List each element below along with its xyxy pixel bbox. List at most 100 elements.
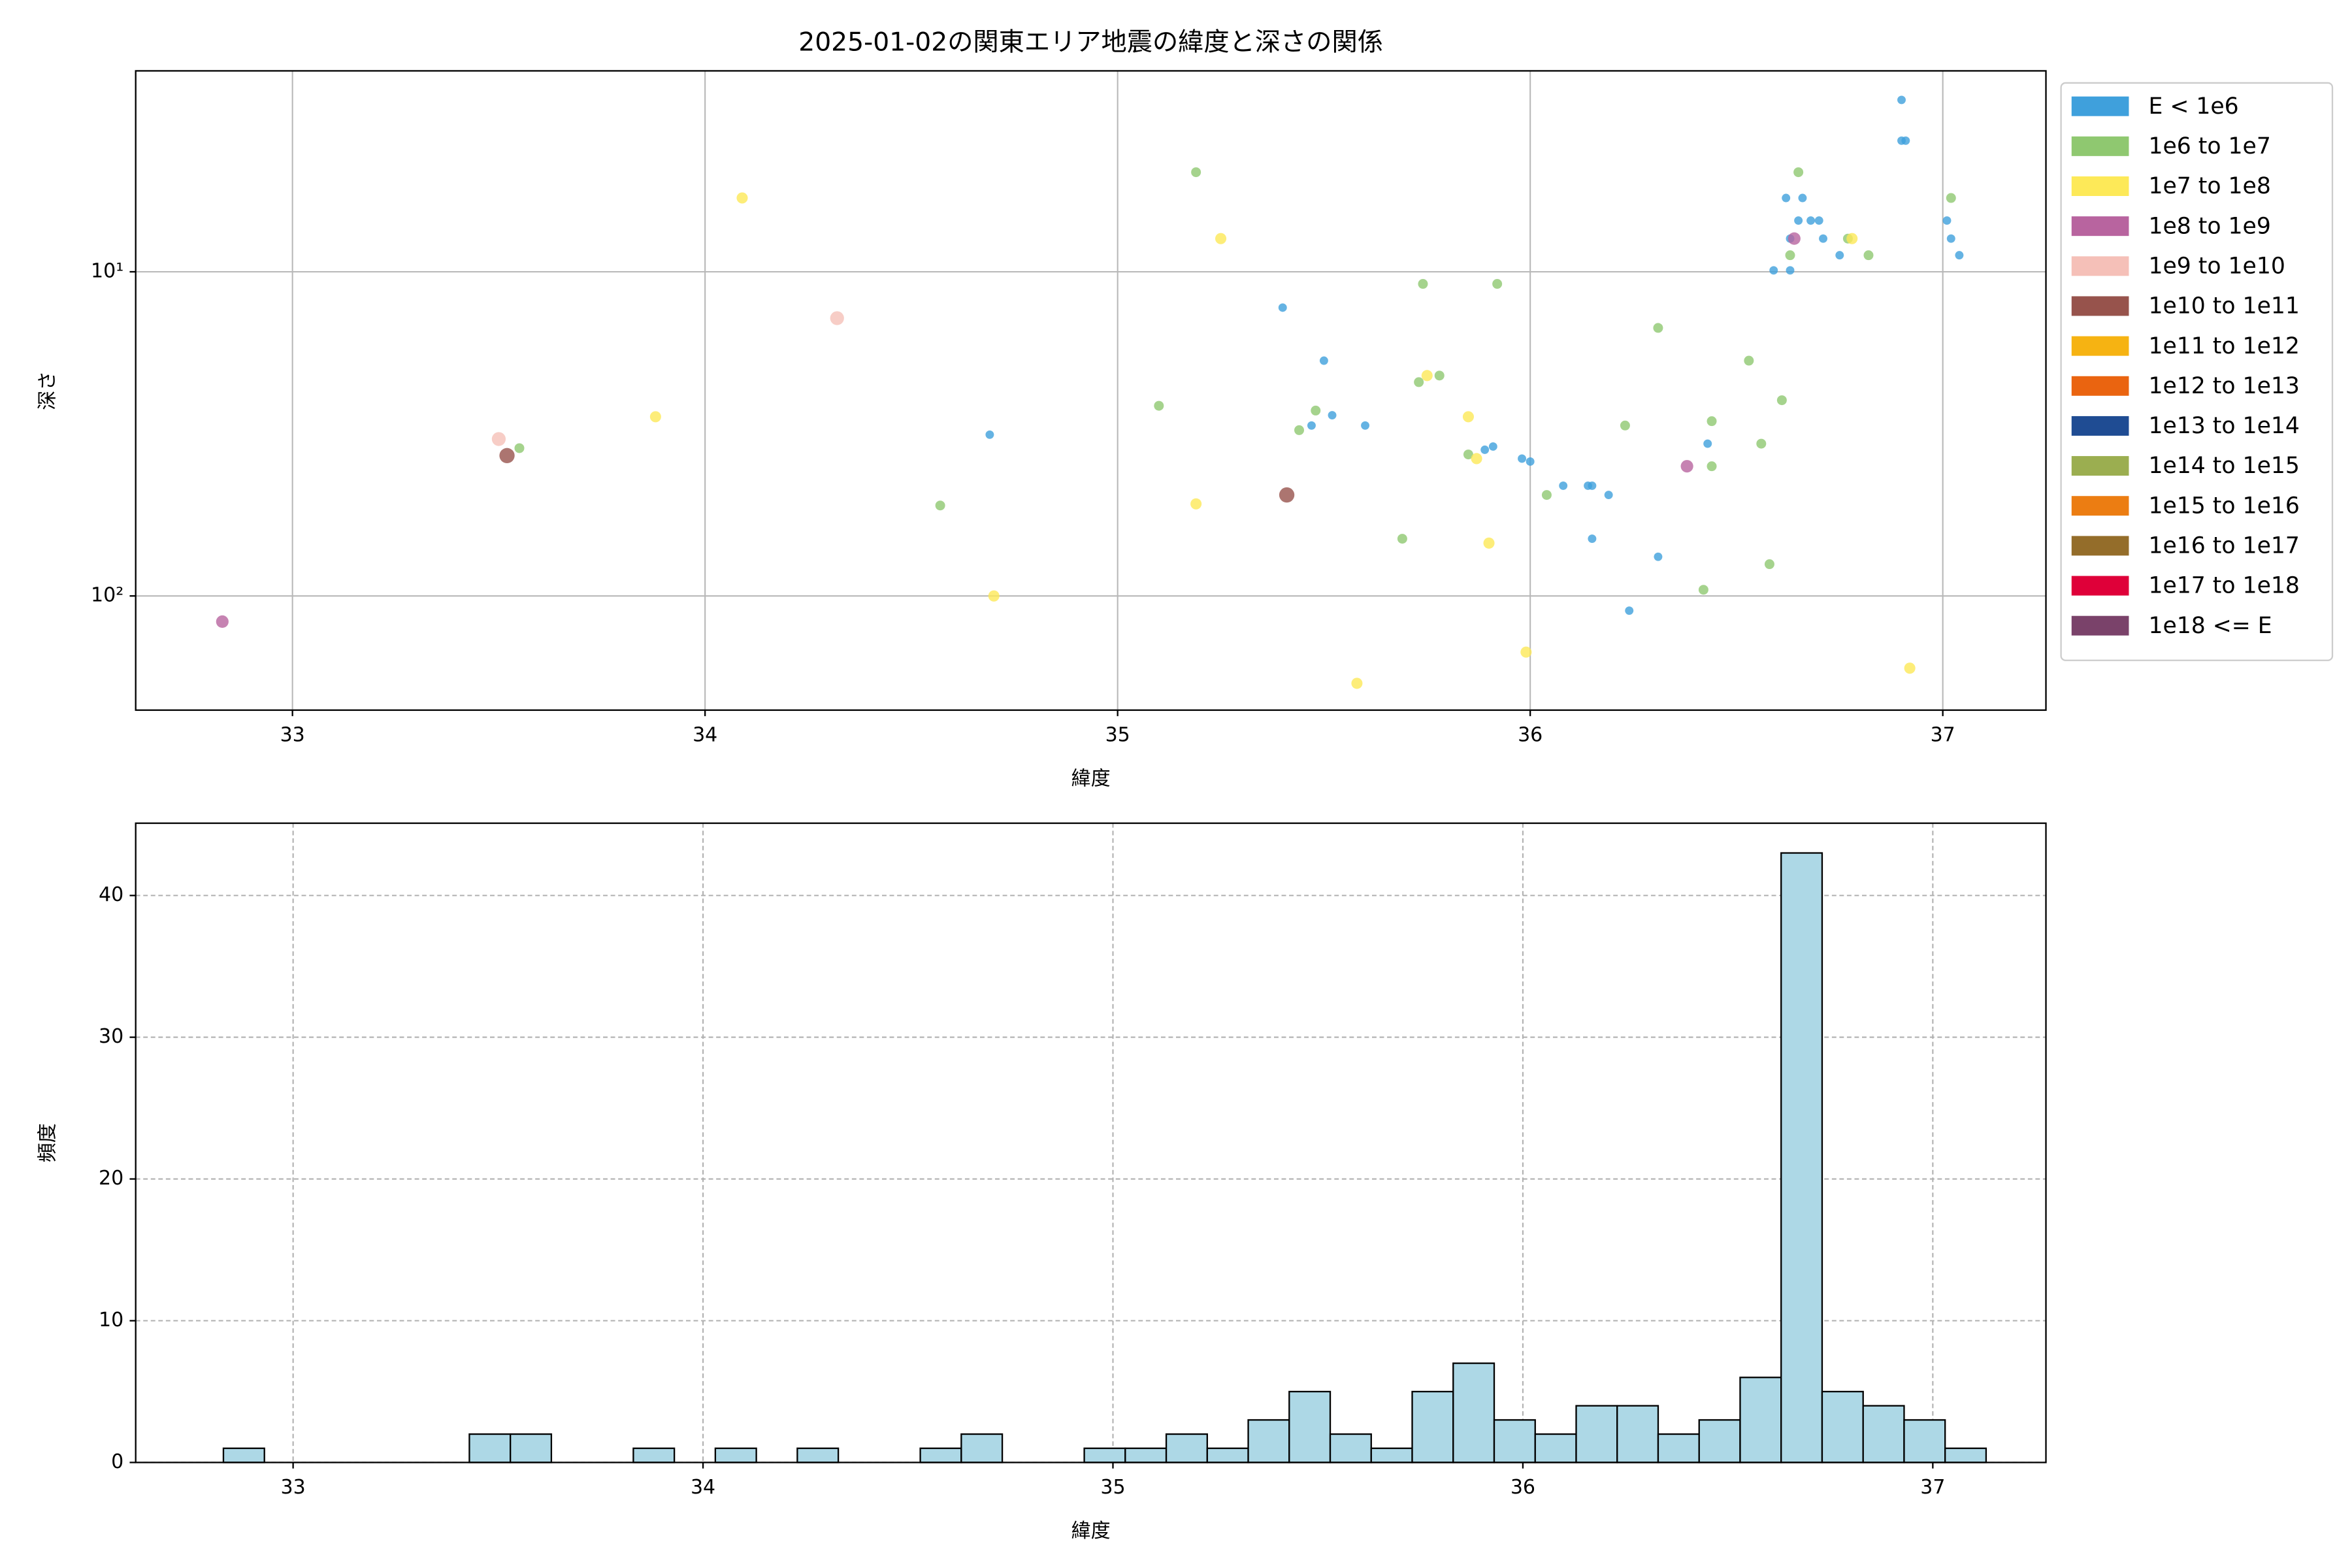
legend-swatch	[2071, 96, 2129, 116]
legend-swatch	[2071, 376, 2129, 396]
data-point	[1698, 585, 1708, 595]
data-point	[491, 432, 506, 446]
y-tick-label: 20	[99, 1167, 123, 1190]
legend-label: 1e6 to 1e7	[2148, 133, 2270, 159]
legend-label: 1e9 to 1e10	[2148, 253, 2285, 279]
data-point	[1463, 449, 1473, 460]
data-point	[1434, 370, 1445, 381]
histogram-bar	[222, 1447, 265, 1463]
data-point	[649, 411, 661, 423]
data-point	[1786, 266, 1795, 275]
x-tick-label: 33	[281, 1476, 306, 1499]
histogram-bar	[714, 1447, 757, 1463]
data-point	[1785, 250, 1795, 261]
legend-label: 1e8 to 1e9	[2148, 213, 2270, 239]
plot-frame	[135, 70, 2047, 711]
histogram-bar	[1411, 1390, 1454, 1463]
data-point	[1863, 250, 1874, 261]
data-point	[1904, 662, 1916, 674]
y-tick-label: 10	[99, 1309, 123, 1331]
data-point	[1769, 266, 1778, 275]
data-point	[1518, 454, 1526, 463]
histogram-bar	[960, 1433, 1004, 1463]
histogram-bar	[796, 1447, 840, 1463]
x-tick-label: 37	[1931, 724, 1955, 747]
data-point	[1846, 233, 1858, 244]
data-point	[1703, 439, 1712, 448]
data-point	[1744, 355, 1754, 366]
data-point	[1319, 356, 1328, 365]
x-tick-label: 34	[691, 1476, 715, 1499]
histogram-bar	[1329, 1433, 1372, 1463]
data-point	[1191, 167, 1201, 178]
data-point	[216, 615, 229, 629]
histogram-bar	[1247, 1419, 1290, 1463]
data-point	[1483, 537, 1495, 549]
data-point	[1707, 416, 1717, 427]
data-point	[1215, 233, 1227, 244]
data-point	[985, 430, 994, 439]
y-tick-label: 0	[111, 1450, 123, 1473]
x-tick-label: 35	[1105, 724, 1130, 747]
y-tick-label: 10²	[91, 584, 123, 607]
legend-swatch	[2071, 496, 2129, 516]
histogram-bar	[1739, 1377, 1782, 1463]
data-point	[1604, 491, 1613, 500]
legend-label: 1e17 to 1e18	[2148, 573, 2299, 599]
data-point	[1414, 377, 1424, 387]
data-point	[1421, 370, 1433, 382]
data-point	[1653, 323, 1663, 333]
plot-frame	[135, 822, 2047, 1463]
histogram-bar	[1124, 1447, 1168, 1463]
y-axis-label: 深さ	[36, 371, 59, 410]
data-point	[1946, 193, 1956, 203]
histogram-bar	[1698, 1419, 1741, 1463]
histogram-bar	[1288, 1390, 1331, 1463]
data-point	[1397, 534, 1407, 544]
x-tick-label: 35	[1100, 1476, 1125, 1499]
legend-label: 1e11 to 1e12	[2148, 333, 2299, 359]
histogram-bar	[1657, 1433, 1700, 1463]
legend-label: 1e16 to 1e17	[2148, 533, 2299, 559]
data-point	[1955, 251, 1964, 260]
data-point	[736, 192, 748, 204]
data-point	[1471, 453, 1482, 465]
legend-label: 1e10 to 1e11	[2148, 293, 2299, 319]
legend-label: 1e18 <= E	[2148, 613, 2272, 639]
histogram-bar	[510, 1433, 553, 1463]
data-point	[1819, 234, 1827, 243]
legend-label: 1e7 to 1e8	[2148, 173, 2270, 199]
data-point	[514, 443, 525, 453]
chart-title: 2025-01-02の関東エリア地震の緯度と深さの関係	[798, 27, 1383, 57]
data-point	[1351, 678, 1363, 689]
x-axis-label: 緯度	[1071, 768, 1111, 791]
data-point	[1279, 487, 1295, 503]
data-point	[1680, 460, 1693, 473]
histogram-bar	[1083, 1447, 1126, 1463]
data-point	[1311, 405, 1321, 416]
y-axis-label: 頻度	[36, 1123, 59, 1162]
histogram-bar	[1944, 1447, 1987, 1463]
x-axis-label: 緯度	[1071, 1520, 1111, 1543]
x-tick-label: 36	[1511, 1476, 1535, 1499]
data-point	[1946, 234, 1955, 243]
data-point	[1788, 232, 1801, 245]
data-point	[1588, 481, 1597, 490]
legend-swatch	[2071, 456, 2129, 476]
legend-swatch	[2071, 296, 2129, 316]
data-point	[1520, 646, 1532, 658]
legend-swatch	[2071, 416, 2129, 436]
data-point	[1942, 216, 1952, 225]
data-point	[1798, 193, 1807, 203]
data-point	[1418, 279, 1428, 289]
x-tick-label: 37	[1920, 1476, 1945, 1499]
histogram-bar	[468, 1433, 512, 1463]
histogram-bar	[1575, 1405, 1618, 1463]
x-tick-label: 36	[1518, 724, 1543, 747]
legend-label: 1e13 to 1e14	[2148, 413, 2299, 439]
histogram-bar	[1616, 1405, 1659, 1463]
data-point	[1625, 606, 1634, 615]
data-point	[1897, 95, 1906, 105]
